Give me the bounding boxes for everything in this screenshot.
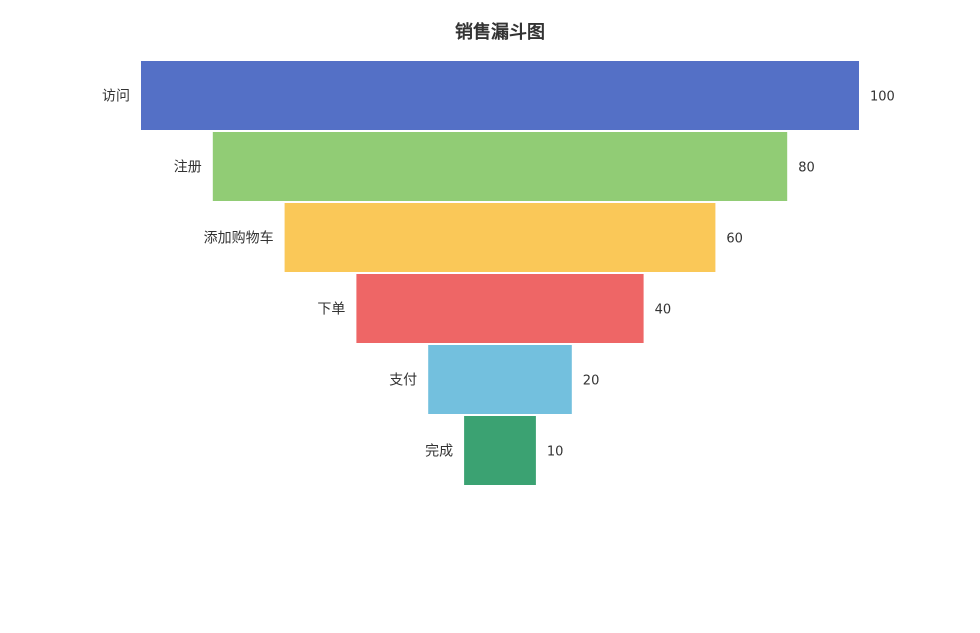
funnel-category-label-4: 支付	[389, 373, 417, 389]
funnel-value-labels: 100 80 60 40 20 10	[547, 90, 895, 460]
funnel-value-label-1: 80	[798, 161, 815, 176]
funnel-value-label-3: 40	[655, 303, 672, 318]
chart-title: 销售漏斗图	[455, 21, 545, 43]
funnel-category-label-0: 访问	[102, 89, 130, 105]
funnel-bar-5[interactable]	[464, 416, 536, 485]
funnel-category-label-1: 注册	[174, 160, 202, 176]
funnel-value-label-0: 100	[870, 90, 895, 105]
funnel-bars	[141, 61, 859, 485]
funnel-category-label-5: 完成	[425, 444, 453, 460]
funnel-bar-3[interactable]	[356, 274, 644, 343]
funnel-value-label-5: 10	[547, 445, 564, 460]
funnel-value-label-2: 60	[726, 232, 743, 247]
funnel-value-label-4: 20	[583, 374, 600, 389]
funnel-category-label-2: 添加购物车	[204, 230, 274, 247]
funnel-bar-0[interactable]	[141, 61, 859, 130]
funnel-category-label-3: 下单	[317, 302, 345, 318]
funnel-bar-4[interactable]	[428, 345, 572, 414]
funnel-bar-1[interactable]	[212, 132, 788, 201]
funnel-bar-2[interactable]	[284, 203, 716, 272]
